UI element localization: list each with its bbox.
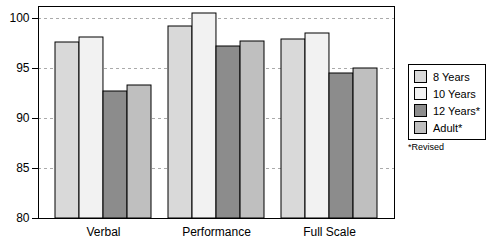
svg-text:Full Scale: Full Scale: [303, 225, 356, 239]
svg-text:90: 90: [16, 111, 30, 125]
svg-text:85: 85: [16, 161, 30, 175]
html-text:12 Years*: 12 Years*: [433, 104, 481, 117]
html-text:8 Years: 8 Years: [433, 70, 470, 83]
html-text:*Revised: *Revised: [408, 142, 444, 152]
svg-text:80: 80: [16, 211, 30, 225]
svg-text:100: 100: [9, 11, 29, 25]
html-text:10 Years: 10 Years: [433, 87, 476, 100]
svg-text:Verbal: Verbal: [86, 225, 120, 239]
svg-text:Performance: Performance: [182, 225, 251, 239]
svg-text:95: 95: [16, 61, 30, 75]
html-text:Adult*: Adult*: [433, 121, 463, 134]
